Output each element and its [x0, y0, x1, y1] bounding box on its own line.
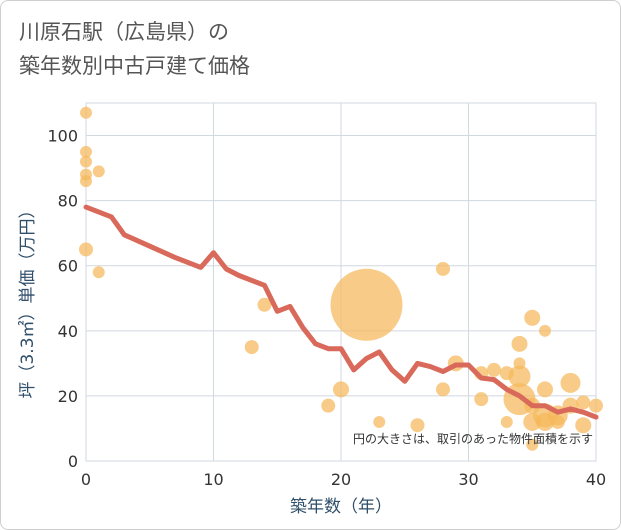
data-point — [92, 165, 105, 178]
tick-labels: 0 10 20 30 40 0 20 40 60 80 100 — [47, 127, 606, 489]
data-point — [511, 335, 528, 352]
data-point — [436, 261, 450, 276]
y-axis-label: 坪（3.3㎡）単価（万円） — [18, 201, 38, 398]
data-point — [80, 106, 92, 119]
trend-line — [83, 204, 599, 420]
data-point — [500, 415, 513, 428]
data-point — [537, 381, 553, 398]
x-axis-label: 築年数（年） — [290, 497, 392, 517]
x-tick-label: 20 — [331, 470, 351, 489]
data-point — [474, 392, 489, 407]
trend-layer — [83, 204, 599, 420]
data-point — [576, 395, 591, 410]
size-note: 円の大きさは、取引のあった物件面積を示す — [353, 431, 593, 446]
chart-title-line2: 築年数別中古戸建て価格 — [19, 54, 250, 78]
bubbles — [79, 106, 603, 451]
y-tick-label: 100 — [47, 127, 78, 146]
data-point — [80, 145, 92, 158]
data-point — [560, 372, 581, 393]
chart-title: 川原石駅（広島県）の 築年数別中古戸建て価格 — [19, 15, 250, 83]
data-point — [575, 417, 592, 434]
data-point — [80, 155, 92, 168]
x-tick-label: 10 — [203, 470, 223, 489]
data-point — [436, 382, 450, 397]
data-point — [508, 365, 531, 388]
data-point — [589, 398, 603, 413]
data-point — [257, 297, 272, 312]
x-tick-label: 0 — [81, 470, 91, 489]
x-tick-label: 30 — [458, 470, 478, 489]
data-point — [330, 268, 403, 341]
y-tick-label: 40 — [58, 322, 78, 341]
data-point — [524, 309, 541, 326]
data-point — [410, 418, 425, 433]
data-point — [79, 242, 93, 257]
data-point — [80, 175, 92, 188]
data-point — [487, 362, 501, 377]
data-point — [526, 438, 539, 451]
data-point — [550, 414, 565, 429]
data-point — [321, 398, 336, 413]
data-point — [373, 415, 386, 428]
chart-title-line1: 川原石駅（広島県）の — [19, 20, 229, 44]
data-point — [539, 324, 551, 337]
data-point — [244, 340, 259, 355]
y-tick-label: 60 — [58, 257, 78, 276]
data-point — [92, 266, 105, 279]
data-point — [333, 381, 349, 398]
y-tick-label: 80 — [58, 192, 78, 211]
y-tick-label: 20 — [58, 387, 78, 406]
x-tick-label: 40 — [586, 470, 606, 489]
y-tick-label: 0 — [68, 452, 78, 471]
